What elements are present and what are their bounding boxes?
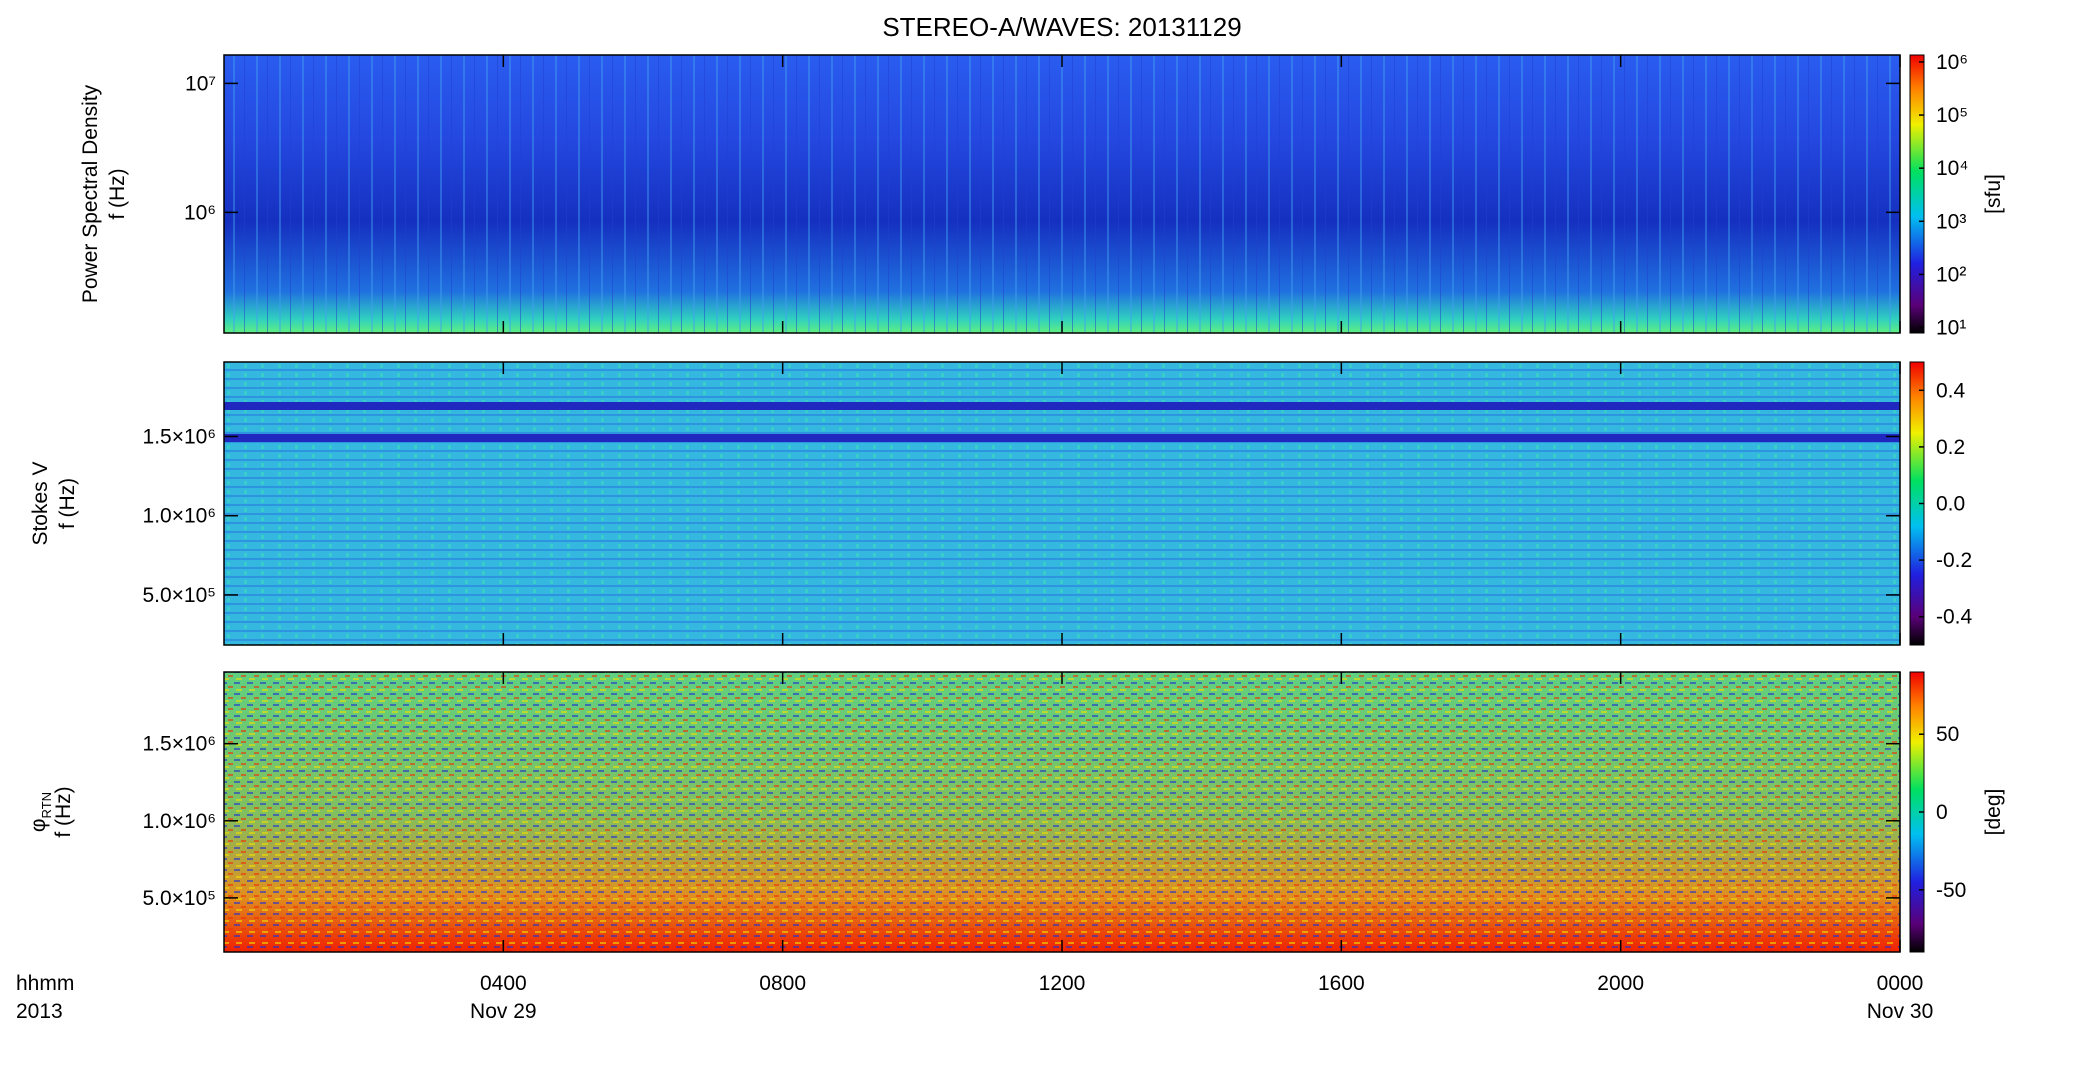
panel-texture: [224, 55, 1900, 333]
panel-texture: [224, 672, 1900, 952]
colorbar-tick-label: -50: [1936, 879, 1966, 902]
colorbar-label: [deg]: [1982, 789, 2005, 836]
y-tick-label: 1.0×10⁶: [143, 810, 216, 833]
y-axis-label-symbol: φ: [27, 818, 50, 832]
panel-band: [224, 402, 1900, 410]
y-axis-label: f (Hz): [106, 168, 129, 219]
colorbar-tick-label: 50: [1936, 723, 1959, 746]
x-tick-label: 0000: [1877, 972, 1924, 995]
y-axis-label: Power Spectral Density: [79, 84, 102, 303]
colorbar: [1909, 54, 1925, 334]
y-axis-label: f (Hz): [52, 786, 75, 837]
spectrogram-backgrounds: [224, 55, 1900, 952]
colorbar-tick-label: 0.2: [1936, 436, 1965, 459]
colorbar-tick-label: 10³: [1936, 210, 1966, 233]
chart-title: STEREO-A/WAVES: 20131129: [882, 12, 1241, 42]
y-axis-label: Stokes V: [29, 461, 52, 545]
colorbar-tick-label: 0: [1936, 801, 1948, 824]
colorbar-tick-label: 10¹: [1936, 317, 1966, 340]
colorbar-tick-label: -0.4: [1936, 606, 1973, 629]
colorbar-tick-label: 10⁵: [1936, 104, 1968, 127]
y-tick-label: 1.0×10⁶: [143, 505, 216, 528]
y-axis-label: f (Hz): [56, 478, 79, 529]
x-tick-label: 0800: [759, 972, 806, 995]
x-date-label: Nov 30: [1867, 1000, 1934, 1023]
colorbar-tick-label: -0.2: [1936, 549, 1972, 572]
y-tick-label: 1.5×10⁶: [143, 733, 216, 756]
y-tick-label: 1.5×10⁶: [143, 425, 216, 448]
x-tick-label: 1600: [1318, 972, 1365, 995]
colorbar-label: [sfu]: [1982, 174, 2005, 214]
x-tick-label: 1200: [1039, 972, 1086, 995]
y-tick-label: 5.0×10⁵: [142, 584, 216, 607]
y-tick-label: 10⁷: [185, 72, 216, 95]
y-tick-label: 10⁶: [184, 201, 216, 224]
panel-band: [224, 434, 1900, 442]
colorbar-tick-label: 10⁴: [1936, 157, 1968, 180]
x-tick-label: 0400: [480, 972, 527, 995]
y-tick-label: 5.0×10⁵: [142, 887, 216, 910]
colorbar-tick-label: 10²: [1936, 263, 1966, 286]
y-axis-label: φRTN: [27, 792, 54, 832]
x-date-label: Nov 29: [470, 1000, 537, 1023]
colorbar-tick-label: 0.4: [1936, 379, 1966, 402]
colorbar-tick-label: 0.0: [1936, 493, 1965, 516]
x-axis-label: hhmm: [16, 972, 74, 995]
x-tick-label: 2000: [1597, 972, 1644, 995]
y-axis-label-subscript: RTN: [39, 792, 54, 818]
colorbar-tick-label: 10⁶: [1936, 51, 1968, 74]
x-axis-label: 2013: [16, 1000, 63, 1023]
